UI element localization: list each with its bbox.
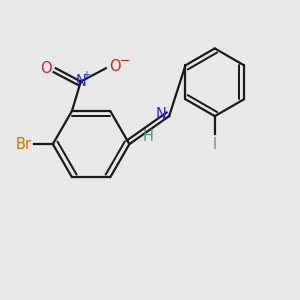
Text: Br: Br [15,136,31,152]
Text: −: − [120,55,130,68]
Text: O: O [40,61,52,76]
Text: N: N [75,74,86,89]
Text: O: O [110,59,121,74]
Text: +: + [82,70,90,80]
Text: H: H [142,129,154,144]
Text: I: I [213,137,217,152]
Text: N: N [155,107,166,122]
